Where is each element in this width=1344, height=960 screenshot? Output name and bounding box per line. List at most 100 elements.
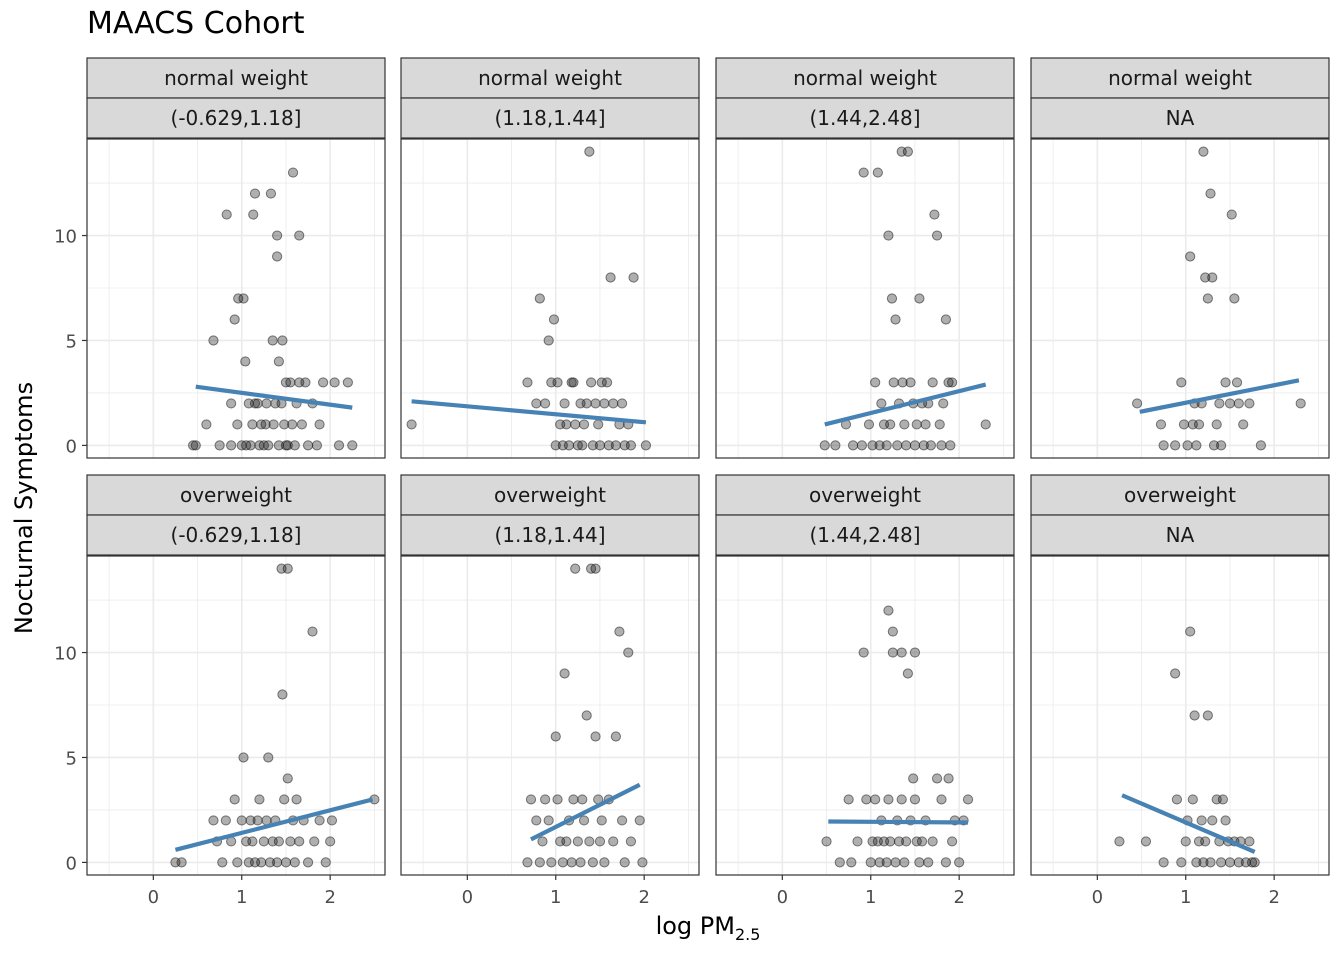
panel-border: [400, 555, 700, 876]
data-point: [581, 398, 592, 409]
data-point: [819, 440, 830, 451]
data-point: [258, 836, 269, 847]
fit-line: [824, 382, 987, 427]
data-point: [570, 563, 581, 574]
data-point: [1158, 440, 1169, 451]
data-point: [1196, 815, 1207, 826]
data-point: [294, 230, 305, 241]
facet-strip-col: [715, 97, 1015, 139]
data-point: [1158, 857, 1169, 868]
data-point: [899, 857, 910, 868]
data-point: [962, 794, 974, 805]
data-point: [931, 230, 943, 241]
data-point: [267, 335, 278, 346]
facet-strip-col-label: (-0.629,1.18]: [171, 106, 302, 130]
data-point: [593, 419, 604, 430]
y-tick-label: 5: [66, 748, 77, 769]
x-axis-label-base: log PM: [655, 912, 735, 940]
data-point: [1224, 398, 1236, 409]
facet-panel: normal weight (-0.629,1.18] 0 5 10: [54, 57, 386, 459]
data-point: [599, 857, 610, 868]
data-point: [287, 419, 298, 430]
data-point: [282, 773, 293, 784]
panel-border: [1030, 138, 1330, 459]
data-point: [311, 440, 323, 451]
x-axis-label: log PM2.5: [656, 912, 761, 944]
data-point: [265, 188, 277, 199]
data-point: [548, 314, 560, 325]
data-point: [610, 731, 621, 742]
data-point: [940, 857, 952, 868]
data-point: [232, 857, 243, 868]
data-point: [229, 314, 240, 325]
data-point: [314, 419, 325, 430]
data-point: [614, 626, 625, 637]
data-point: [342, 377, 353, 388]
data-point: [568, 794, 579, 805]
data-point: [909, 440, 921, 451]
data-point: [277, 335, 288, 346]
facet-strip-row: [86, 57, 386, 99]
facet-strip-row: [1030, 57, 1330, 99]
data-point: [273, 356, 284, 367]
x-tick-label: 1: [550, 887, 561, 908]
data-point: [847, 440, 859, 451]
data-point: [936, 440, 947, 451]
data-point: [214, 440, 225, 451]
fit-line: [828, 819, 969, 825]
data-point: [581, 710, 592, 721]
data-point: [887, 647, 898, 658]
data-point: [279, 794, 290, 805]
data-point: [909, 794, 921, 805]
data-point: [943, 377, 954, 388]
facet-strip-row: [86, 474, 386, 516]
data-point: [927, 836, 938, 847]
data-point: [865, 857, 876, 868]
data-point: [619, 857, 630, 868]
data-point: [1140, 836, 1152, 847]
data-point: [938, 398, 949, 409]
facet-panel: overweight (1.44,2.48] 0 1 2: [715, 474, 1015, 908]
data-point: [1216, 857, 1227, 868]
data-point: [596, 815, 607, 826]
data-point: [245, 815, 256, 826]
data-point: [575, 857, 586, 868]
data-point: [587, 857, 598, 868]
data-point: [289, 857, 300, 868]
data-point: [901, 836, 912, 847]
data-point: [347, 440, 358, 451]
data-point: [858, 647, 869, 658]
data-point: [307, 626, 318, 637]
data-point: [616, 815, 628, 826]
facet-panel: overweight NA 0 1 2: [1030, 474, 1330, 908]
data-point: [249, 188, 261, 199]
data-point: [625, 440, 637, 451]
data-point: [1205, 857, 1216, 868]
data-point: [285, 377, 296, 388]
data-point: [1233, 857, 1244, 868]
data-point: [208, 815, 219, 826]
data-point: [876, 398, 887, 409]
facet-strip-col: [400, 514, 700, 556]
panel-border: [715, 555, 1015, 876]
data-point: [929, 209, 940, 220]
facet-strip-col: [86, 514, 386, 556]
data-point: [893, 836, 905, 847]
data-point: [531, 815, 542, 826]
data-point: [240, 356, 251, 367]
data-point: [887, 626, 898, 637]
data-point: [531, 398, 542, 409]
data-point: [563, 440, 575, 451]
data-point: [628, 272, 639, 283]
data-point: [1193, 419, 1205, 430]
facet-strip-row-label: normal weight: [478, 66, 622, 90]
plot-background: [716, 556, 1014, 875]
fit-line: [530, 782, 641, 842]
plot-background: [1031, 139, 1329, 458]
data-point: [616, 398, 628, 409]
data-point: [931, 773, 943, 784]
data-point: [543, 335, 554, 346]
data-point: [870, 377, 881, 388]
x-tick-label: 1: [865, 887, 876, 908]
